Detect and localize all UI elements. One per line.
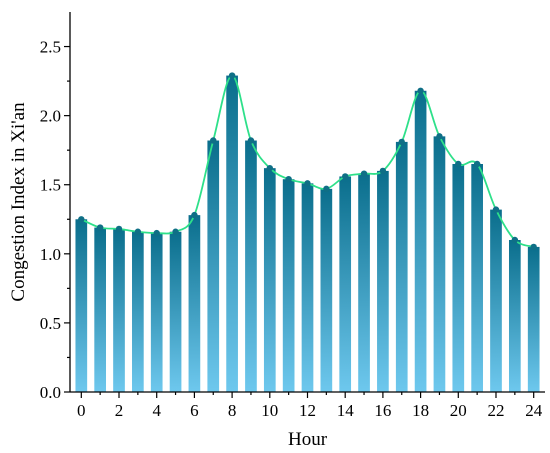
point-hour-18	[417, 87, 424, 94]
bar-hour-4	[150, 233, 163, 392]
point-hour-12	[304, 180, 311, 187]
x-tick-label: 14	[337, 401, 355, 420]
point-hour-7	[210, 137, 217, 144]
point-hour-8	[228, 72, 236, 79]
y-tick-label: 0.5	[40, 314, 61, 333]
bar-hour-16	[377, 170, 389, 392]
x-tick-label: 8	[228, 401, 237, 420]
bar-hour-13	[320, 188, 333, 392]
y-ticks-group: 0.0 0.5 1.0 1.5 2.0 2.5	[40, 38, 70, 402]
bar-hour-12	[301, 183, 314, 392]
point-hour-0	[78, 216, 85, 223]
bar-hour-3	[132, 231, 144, 392]
bar-hour-22	[490, 209, 502, 392]
bar-hour-1	[94, 227, 107, 392]
point-hour-23	[511, 236, 519, 244]
bar-hour-11	[282, 179, 295, 392]
point-hour-4	[153, 229, 160, 237]
bars-group	[75, 75, 540, 393]
point-hour-24	[530, 243, 537, 251]
point-hour-3	[134, 228, 142, 235]
bar-hour-7	[207, 140, 220, 392]
point-hour-5	[172, 228, 179, 235]
markers-group	[78, 72, 537, 251]
x-tick-label: 0	[77, 401, 86, 420]
point-hour-21	[473, 160, 481, 168]
bar-hour-2	[113, 228, 125, 392]
bar-hour-14	[339, 176, 352, 392]
point-hour-9	[247, 137, 255, 144]
x-tick-label: 2	[115, 401, 124, 420]
bar-hour-15	[358, 173, 370, 392]
bar-hour-21	[471, 164, 483, 392]
bar-hour-9	[245, 140, 257, 392]
point-hour-22	[492, 206, 500, 213]
y-axis-title: Congestion Index in Xi'an	[8, 102, 29, 302]
bar-hour-19	[433, 136, 446, 392]
x-tick-label: 12	[299, 401, 316, 420]
point-hour-17	[398, 138, 405, 146]
bar-hour-23	[508, 240, 521, 392]
y-tick-label: 1.0	[40, 245, 61, 264]
point-hour-19	[436, 133, 443, 140]
x-tick-label: 4	[152, 401, 161, 420]
bar-hour-5	[169, 231, 182, 392]
bar-hour-6	[188, 215, 201, 392]
x-tick-label: 22	[487, 401, 504, 420]
point-hour-20	[455, 160, 462, 168]
point-hour-2	[115, 225, 123, 233]
y-tick-label: 2.0	[40, 107, 61, 126]
x-axis-title: Hour	[288, 429, 328, 450]
x-tick-label: 18	[412, 401, 429, 420]
bar-hour-18	[414, 90, 427, 392]
bar-hour-8	[226, 75, 238, 393]
bar-hour-0	[75, 219, 88, 392]
x-tick-label: 20	[450, 401, 467, 420]
point-hour-11	[285, 176, 292, 183]
bar-hour-20	[452, 164, 465, 392]
bar-hour-10	[263, 168, 276, 392]
y-tick-label: 1.5	[40, 176, 61, 195]
x-tick-label: 24	[525, 401, 543, 420]
point-hour-1	[96, 224, 104, 231]
point-hour-13	[323, 185, 330, 193]
bar-hour-24	[527, 246, 540, 392]
x-tick-label: 16	[374, 401, 391, 420]
x-tick-label: 6	[190, 401, 199, 420]
x-tick-label: 10	[261, 401, 278, 420]
bar-hour-17	[395, 141, 408, 392]
point-hour-10	[266, 164, 274, 172]
x-ticks-group: 0 2 4 6 8 10 12 14 16 18 20 22 24	[77, 392, 543, 420]
y-tick-label: 2.5	[40, 38, 61, 57]
point-hour-14	[341, 173, 349, 180]
point-hour-15	[360, 170, 368, 177]
point-hour-6	[191, 211, 198, 219]
point-hour-16	[379, 167, 387, 175]
y-tick-label: 0.0	[40, 383, 61, 402]
